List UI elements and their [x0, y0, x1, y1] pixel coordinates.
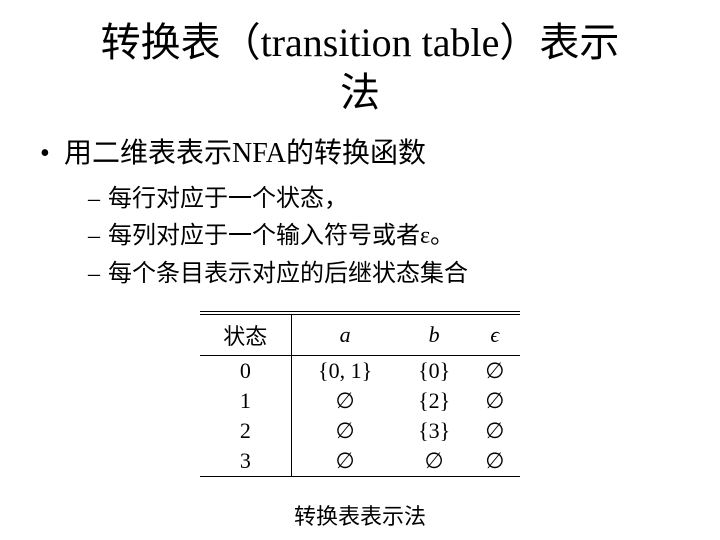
title-pre: 转换表（ [101, 20, 261, 65]
title-post: ）表示 [499, 20, 619, 65]
transition-table-wrap: 状态 a b ϵ 0 {0, 1} {0} ∅ 1 ∅ {2} ∅ 2 ∅ {3… [200, 311, 520, 477]
sub-bullet-1: –每行对应于一个状态， [88, 181, 680, 218]
header-a: a [291, 313, 398, 356]
table-header-row: 状态 a b ϵ [200, 313, 520, 356]
table-row: 1 ∅ {2} ∅ [200, 386, 520, 416]
cell-b: {2} [399, 386, 470, 416]
cell-a: ∅ [291, 416, 398, 446]
cell-eps: ∅ [470, 386, 520, 416]
slide: 转换表（transition table）表示 法 •用二维表表示NFA的转换函… [0, 0, 720, 540]
sub-bullet-3: –每个条目表示对应的后继状态集合 [88, 256, 680, 293]
cell-state: 2 [200, 416, 291, 446]
main-bullet-latin: NFA [232, 138, 286, 169]
cell-eps: ∅ [470, 355, 520, 386]
cell-b: {3} [399, 416, 470, 446]
cell-b: ∅ [399, 446, 470, 477]
cell-state: 3 [200, 446, 291, 477]
cell-state: 0 [200, 355, 291, 386]
sub3-text: 每个条目表示对应的后继状态集合 [108, 261, 468, 287]
cell-a: ∅ [291, 446, 398, 477]
table-row: 3 ∅ ∅ ∅ [200, 446, 520, 477]
cell-eps: ∅ [470, 446, 520, 477]
main-bullet: •用二维表表示NFA的转换函数 [40, 134, 680, 173]
cell-a: {0, 1} [291, 355, 398, 386]
cell-state: 1 [200, 386, 291, 416]
table-row: 2 ∅ {3} ∅ [200, 416, 520, 446]
cell-b: {0} [399, 355, 470, 386]
title-line2: 法 [340, 70, 380, 115]
sub-bullet-list: –每行对应于一个状态， –每列对应于一个输入符号或者ε。 –每个条目表示对应的后… [88, 181, 680, 293]
transition-table: 状态 a b ϵ 0 {0, 1} {0} ∅ 1 ∅ {2} ∅ 2 ∅ {3… [200, 311, 520, 477]
dash-marker: – [88, 181, 108, 218]
slide-title: 转换表（transition table）表示 法 [40, 18, 680, 118]
header-eps: ϵ [470, 313, 520, 356]
main-bullet-post: 的转换函数 [286, 138, 426, 169]
dash-marker: – [88, 256, 108, 293]
header-b: b [399, 313, 470, 356]
cell-eps: ∅ [470, 416, 520, 446]
bullet-marker: • [40, 134, 64, 173]
sub-bullet-2: –每列对应于一个输入符号或者ε。 [88, 218, 680, 255]
header-state: 状态 [200, 313, 291, 356]
table-caption: 转换表表示法 [40, 499, 680, 531]
table-row: 0 {0, 1} {0} ∅ [200, 355, 520, 386]
dash-marker: – [88, 218, 108, 255]
title-latin: transition table [261, 20, 500, 65]
sub1-text: 每行对应于一个状态， [108, 186, 348, 212]
cell-a: ∅ [291, 386, 398, 416]
main-bullet-pre: 用二维表表示 [64, 138, 232, 169]
sub2-text: 每列对应于一个输入符号或者ε。 [108, 223, 454, 249]
